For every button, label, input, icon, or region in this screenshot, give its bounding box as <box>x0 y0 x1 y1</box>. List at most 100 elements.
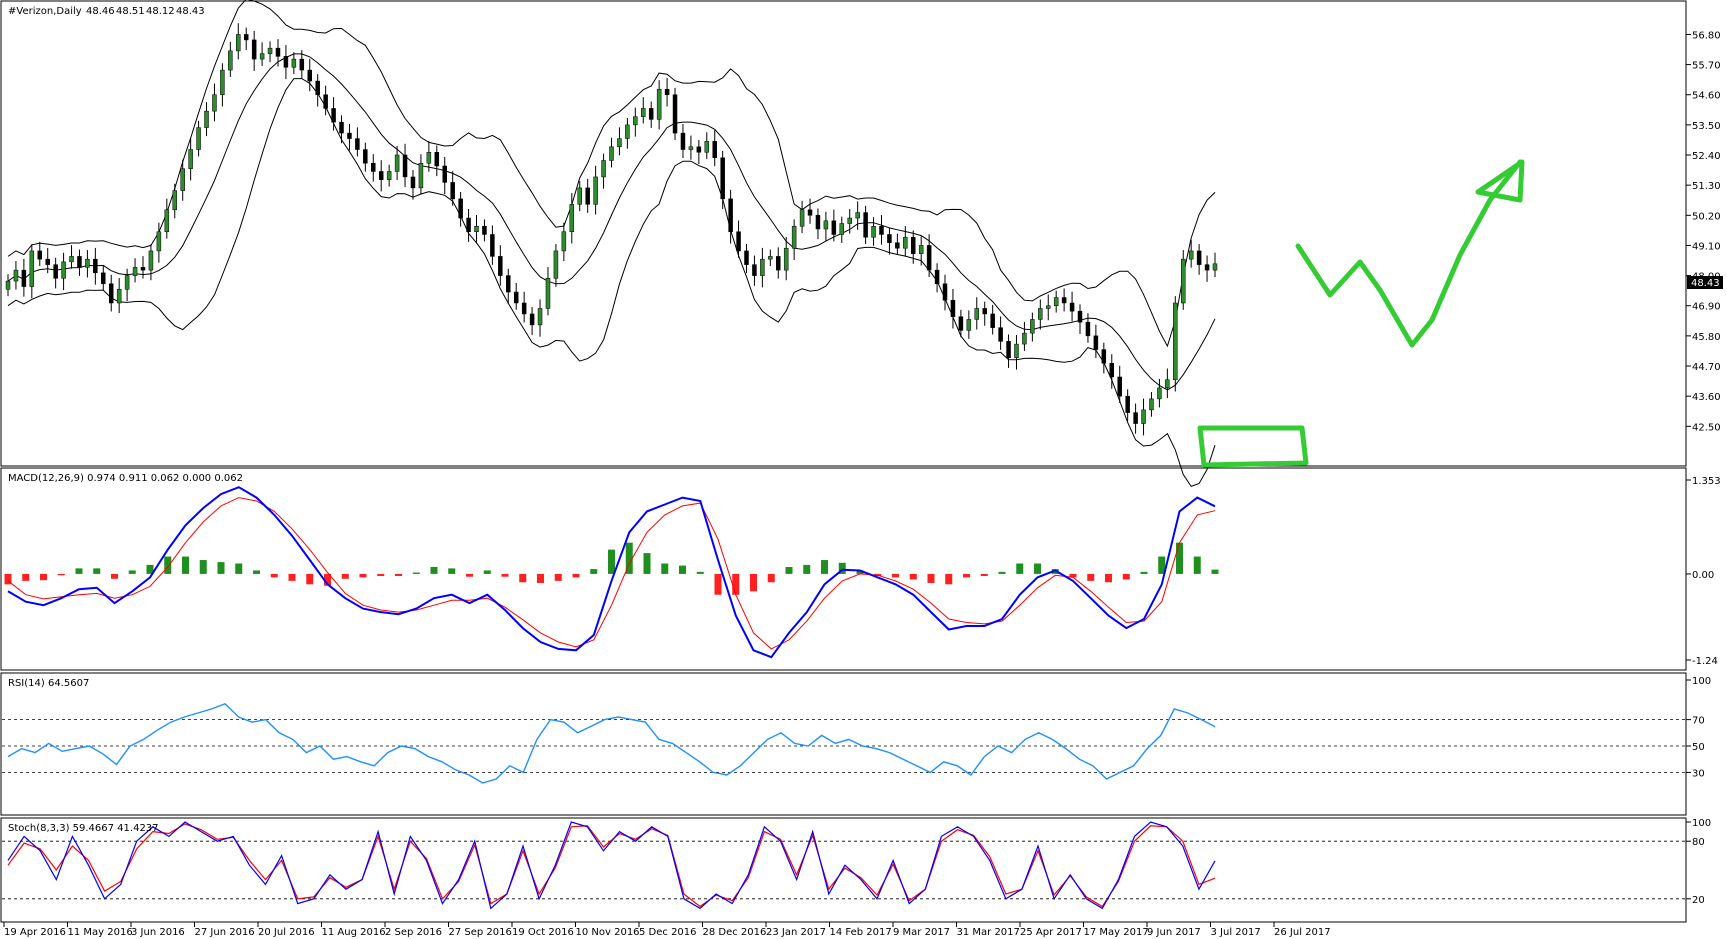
time-tick-label: 27 Sep 2016 <box>449 927 512 938</box>
candle-body <box>37 250 43 260</box>
macd-histogram-bar <box>483 570 491 574</box>
macd-histogram-bar <box>1034 563 1041 574</box>
candle-body <box>132 267 138 276</box>
rsi-tick-label: 50 <box>1692 742 1705 753</box>
time-tick-label: 27 Jun 2016 <box>195 927 255 938</box>
candle-body <box>1117 376 1122 397</box>
price-tick-label: 54.60 <box>1692 91 1721 102</box>
candle-body <box>450 182 455 200</box>
candle-body <box>736 231 741 252</box>
candle-body <box>228 50 233 71</box>
candle-body <box>760 258 765 276</box>
price-tick-label: 43.60 <box>1692 392 1721 403</box>
candle-body <box>1173 302 1178 380</box>
candle-body <box>101 272 106 285</box>
candle-body <box>823 220 829 230</box>
candle-body <box>355 138 360 150</box>
candle-body <box>728 198 733 232</box>
candle-body <box>855 212 860 219</box>
macd-histogram-bar <box>430 566 438 574</box>
candle-body <box>378 171 384 180</box>
candle-body <box>315 80 320 95</box>
candle-body <box>1157 387 1162 400</box>
candle-body <box>871 226 876 238</box>
candle-body <box>950 299 956 317</box>
macd-histogram-bar <box>4 573 12 585</box>
candle-body <box>267 47 273 54</box>
macd-histogram-bar <box>732 573 740 595</box>
candle-body <box>1022 332 1027 345</box>
ohlc-low: 48.12 <box>146 6 175 17</box>
price-tick-label: 49.10 <box>1692 241 1721 252</box>
macd-histogram-bar <box>1069 573 1077 578</box>
last-price-label: 48.43 <box>1691 278 1720 289</box>
candle-body <box>601 160 606 178</box>
candle-body <box>1141 409 1146 424</box>
stoch-tick-label: 100 <box>1692 818 1711 829</box>
time-tick-label: 10 Nov 2016 <box>576 927 640 938</box>
candle-body <box>1196 250 1202 265</box>
macd-histogram-bar <box>182 556 189 574</box>
time-tick-label: 23 Jan 2017 <box>766 927 826 938</box>
macd-histogram-bar <box>767 573 775 583</box>
candle-body <box>529 313 535 326</box>
macd-histogram-bar <box>40 573 47 581</box>
candle-body <box>664 88 670 95</box>
candle-body <box>347 132 352 139</box>
macd-histogram-bar <box>625 542 633 574</box>
time-tick-label: 3 Jun 2016 <box>131 927 185 938</box>
macd-histogram-bar <box>554 573 562 581</box>
price-tick-label: 42.50 <box>1692 422 1721 433</box>
time-tick-label: 19 Apr 2016 <box>4 927 66 938</box>
candle-body <box>371 162 376 172</box>
price-tick-label: 50.20 <box>1692 211 1721 222</box>
annotation-layer <box>1197 159 1525 468</box>
candle-body <box>418 162 424 189</box>
candle-body <box>1069 302 1075 312</box>
macd-histogram-bar <box>146 564 154 574</box>
candle-body <box>720 157 725 200</box>
macd-histogram-bar <box>341 573 349 579</box>
macd-histogram-bar <box>22 573 30 581</box>
candle-body <box>807 209 813 216</box>
macd-histogram-bar <box>324 573 331 586</box>
macd-histogram-bar <box>519 573 527 583</box>
candle-body <box>926 245 932 271</box>
candle-body <box>974 308 980 320</box>
candle-body <box>180 168 185 191</box>
macd-histogram-bar <box>537 573 544 583</box>
rsi-tick-label: 70 <box>1692 716 1705 727</box>
macd-histogram-bar <box>572 573 580 578</box>
candle-body <box>386 171 392 180</box>
candle-body <box>156 231 162 252</box>
time-tick-label: 9 Mar 2017 <box>893 927 950 938</box>
candle-body <box>672 94 678 134</box>
candle-body <box>394 154 400 172</box>
candle-body <box>879 226 884 235</box>
candle-body <box>243 34 249 41</box>
macd-histogram-bar <box>501 573 509 577</box>
macd-histogram-bar <box>1140 571 1148 574</box>
macd-histogram-bar <box>235 563 243 574</box>
candle-body <box>895 242 900 249</box>
macd-histogram-bar <box>998 571 1006 574</box>
stoch-tick-label: 20 <box>1692 895 1705 906</box>
candle-body <box>299 58 305 71</box>
axis-labels-layer: 56.80 55.70 54.60 53.50 52.40 51.30 50.20 49.10… <box>3 30 1721 938</box>
macd-histogram-bar <box>661 563 669 574</box>
candle-body <box>331 108 336 123</box>
candle-body <box>712 141 717 159</box>
candle-body <box>513 291 519 304</box>
rsi-panel[interactable] <box>0 672 1687 816</box>
candle-body <box>458 198 463 219</box>
candle-body <box>799 209 805 227</box>
macd-histogram-bar <box>909 573 917 580</box>
forecast-zigzag-annotation <box>1295 159 1523 348</box>
time-tick-label: 28 Dec 2016 <box>703 927 767 938</box>
candle-body <box>21 269 27 287</box>
candle-body <box>1093 335 1099 350</box>
macd-histogram-bar <box>892 573 899 578</box>
time-tick-label: 26 Jul 2017 <box>1274 927 1331 938</box>
stoch-d-line <box>7 823 1216 908</box>
candle-body <box>124 275 130 290</box>
